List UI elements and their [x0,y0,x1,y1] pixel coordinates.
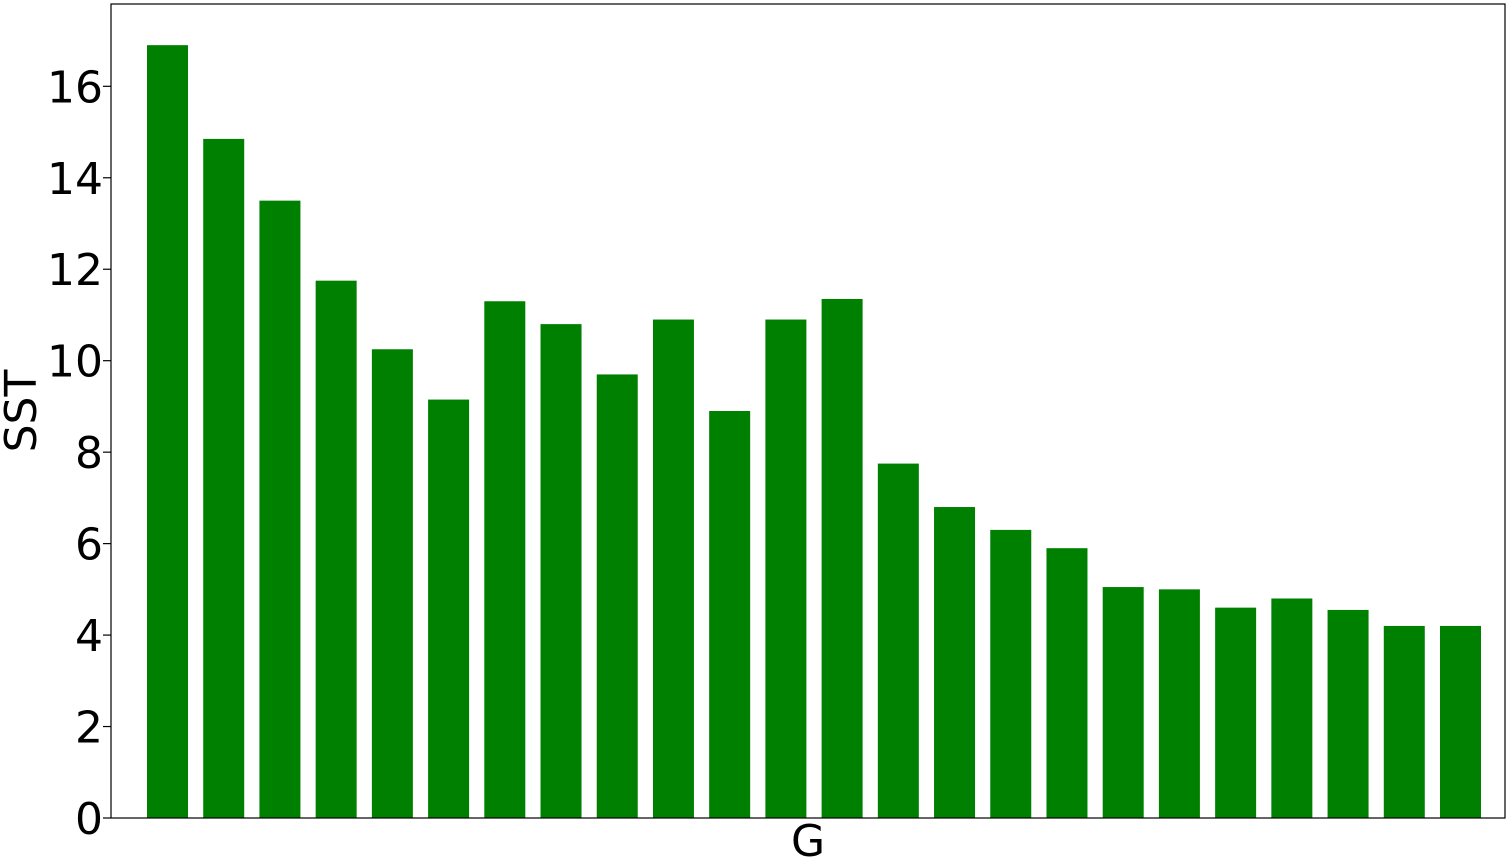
y-tick-label: 6 [75,520,103,571]
bar [1327,609,1369,818]
y-tick-label: 14 [47,154,103,205]
bar [709,411,751,818]
y-axis-label: SST [0,370,47,453]
bar [1440,625,1481,818]
y-tick-label: 0 [75,794,103,845]
bar [877,463,919,818]
bar [1158,589,1200,818]
y-tick-label: 2 [75,703,103,754]
bars-group [147,45,1481,819]
bar [203,138,245,818]
bar [596,374,638,818]
bar [1271,598,1313,818]
bar [652,319,694,818]
bar [1046,548,1088,818]
bar [259,200,301,818]
bar [1215,607,1257,818]
y-tick-label: 10 [47,337,103,388]
bar [315,280,357,818]
plot-frame [110,3,1506,819]
bar [540,324,582,818]
bar [484,301,526,818]
bar [1102,587,1144,818]
bar [765,319,807,818]
bar [147,45,188,819]
bar [371,349,413,818]
y-tick-label: 4 [75,611,103,662]
y-tick-label: 8 [75,428,103,479]
y-tick-label: 16 [47,62,103,113]
bar [990,529,1032,818]
y-axis-ticks: 0 2 4 6 8 10 12 14 16 [47,62,111,845]
bar [428,399,470,818]
bar [821,298,863,819]
y-tick-label: 12 [47,245,103,296]
bar [934,507,976,818]
x-axis-label: G [791,816,825,865]
bar [1383,625,1425,818]
